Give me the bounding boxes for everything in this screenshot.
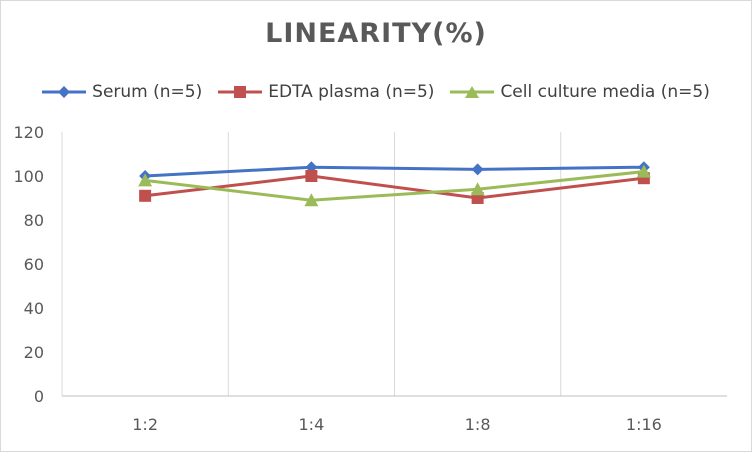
legend-item-edta-plasma: EDTA plasma (n=5) [218, 82, 434, 102]
data-point-diamond [471, 163, 484, 176]
y-tick-label: 120 [13, 123, 44, 142]
y-tick-label: 0 [34, 387, 44, 406]
y-tick-label: 20 [24, 343, 44, 362]
x-tick-label: 1:16 [626, 415, 662, 434]
y-tick-label: 40 [24, 299, 44, 318]
x-tick-label: 1:4 [299, 415, 325, 434]
chart-title: LINEARITY(%) [265, 18, 487, 49]
x-tick-label: 1:8 [465, 415, 491, 434]
y-tick-label: 60 [24, 255, 44, 274]
data-point-triangle [304, 193, 319, 207]
legend-label-serum: Serum (n=5) [92, 82, 203, 102]
legend-marker-diamond-icon [42, 86, 87, 98]
legend-label-edta-plasma: EDTA plasma (n=5) [268, 82, 435, 102]
series-line-2 [144, 170, 645, 202]
x-tick-label: 1:2 [132, 415, 158, 434]
data-point-triangle [470, 182, 485, 196]
legend-marker-triangle-icon [450, 86, 495, 98]
legend-item-serum: Serum (n=5) [42, 82, 202, 102]
y-tick-label: 100 [13, 167, 44, 186]
data-point-triangle [636, 164, 651, 178]
data-point-square [139, 189, 152, 202]
chart-legend: Serum (n=5) EDTA plasma (n=5) Cell cultu… [0, 78, 752, 106]
series-line-1 [144, 174, 645, 200]
legend-marker-square-icon [218, 86, 263, 98]
legend-label-cell-culture-media: Cell culture media (n=5) [500, 82, 710, 102]
data-point-square [305, 170, 318, 182]
legend-item-cell-culture-media: Cell culture media (n=5) [450, 82, 710, 102]
data-point-triangle [138, 173, 153, 187]
y-tick-label: 80 [24, 211, 44, 230]
series-line-0 [145, 165, 644, 178]
